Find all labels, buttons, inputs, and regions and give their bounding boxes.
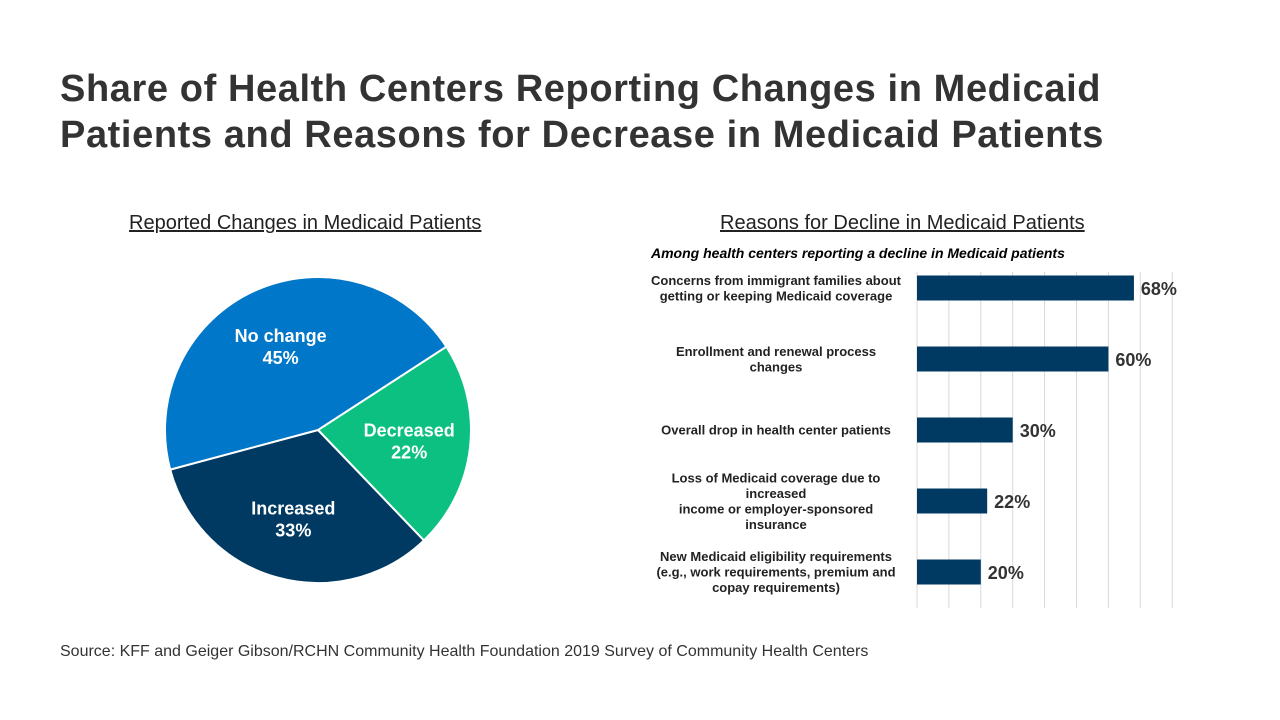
category-label-line: (e.g., work requirements, premium and bbox=[656, 565, 895, 580]
category-label-line: getting or keeping Medicaid coverage bbox=[660, 288, 893, 303]
category-label-line: insurance bbox=[745, 517, 806, 532]
bar bbox=[917, 275, 1134, 301]
category-label-line: Loss of Medicaid coverage due to bbox=[672, 470, 881, 485]
source-note: Source: KFF and Geiger Gibson/RCHN Commu… bbox=[60, 643, 869, 660]
pie-slice-no-change bbox=[164, 276, 448, 471]
category-label-line: increased bbox=[746, 486, 807, 501]
bar-value-label: 22% bbox=[994, 492, 1030, 512]
pie-slice-value-label: 22% bbox=[391, 443, 427, 463]
bar-chart: 68% Concerns from immigrant families abou… bbox=[651, 272, 1177, 608]
bar-chart-subtitle: Among health centers reporting a decline… bbox=[651, 245, 1065, 261]
category-label: Concerns from immigrant families about ge… bbox=[651, 273, 902, 304]
pie-slice-label: Increased bbox=[251, 498, 335, 518]
category-label-line: Enrollment and renewal process bbox=[676, 344, 876, 359]
category-label-line: copay requirements) bbox=[712, 580, 840, 595]
page-title: Share of Health Centers Reporting Change… bbox=[60, 68, 1104, 156]
bar-chart-title: Reasons for Decline in Medicaid Patients bbox=[720, 212, 1085, 234]
category-label: Loss of Medicaid coverage due to increase… bbox=[672, 470, 881, 532]
pie-slice-label: No change bbox=[235, 326, 327, 346]
bar bbox=[917, 559, 981, 585]
bar-value-label: 60% bbox=[1115, 350, 1151, 370]
pie-slice-increased bbox=[168, 428, 426, 584]
category-label-line: income or employer-sponsored bbox=[679, 501, 873, 516]
category-label: Enrollment and renewal process changes bbox=[676, 344, 876, 375]
bar-value-label: 20% bbox=[988, 563, 1024, 583]
bar-value-label: 30% bbox=[1020, 421, 1056, 441]
bar bbox=[917, 346, 1109, 372]
category-label-line: Concerns from immigrant families about bbox=[651, 273, 902, 288]
bar bbox=[917, 488, 988, 514]
pie-slice-decreased bbox=[316, 345, 472, 542]
category-label-line: New Medicaid eligibility requirements bbox=[660, 549, 892, 564]
bar bbox=[917, 417, 1013, 443]
pie-slice-label: Decreased bbox=[364, 421, 455, 441]
category-label: New Medicaid eligibility requirements (e.… bbox=[656, 549, 895, 595]
category-label-line: changes bbox=[750, 359, 803, 374]
bar-value-label: 68% bbox=[1141, 279, 1177, 299]
pie-chart-title: Reported Changes in Medicaid Patients bbox=[129, 212, 482, 234]
category-label: Overall drop in health center patients bbox=[661, 423, 891, 438]
pie-slice-value-label: 33% bbox=[275, 520, 311, 540]
pie-slice-value-label: 45% bbox=[263, 348, 299, 368]
category-label-line: Overall drop in health center patients bbox=[661, 423, 891, 438]
